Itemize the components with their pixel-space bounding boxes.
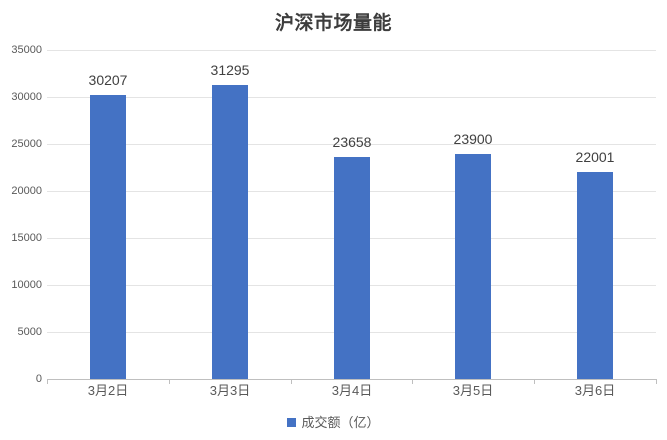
bar bbox=[334, 157, 370, 379]
axis-tick bbox=[412, 379, 413, 384]
y-axis-label: 35000 bbox=[11, 44, 42, 56]
x-axis-label: 3月3日 bbox=[209, 383, 251, 398]
bar-value-label: 22001 bbox=[575, 149, 615, 165]
x-axis-line bbox=[47, 379, 657, 380]
legend-label: 成交额（亿） bbox=[301, 415, 380, 430]
y-axis-label: 5000 bbox=[17, 326, 42, 338]
y-axis-label: 20000 bbox=[11, 185, 42, 197]
y-axis-label: 10000 bbox=[11, 279, 42, 291]
bar bbox=[90, 95, 126, 379]
y-axis-label: 0 bbox=[35, 373, 42, 385]
axis-tick bbox=[47, 379, 48, 384]
y-axis-label: 25000 bbox=[11, 138, 42, 150]
gridline bbox=[47, 144, 656, 145]
bar bbox=[455, 154, 491, 379]
axis-tick bbox=[656, 379, 657, 384]
bar-value-label: 31295 bbox=[210, 62, 250, 78]
axis-tick bbox=[291, 379, 292, 384]
axis-tick bbox=[534, 379, 535, 384]
bar-value-label: 30207 bbox=[88, 72, 128, 88]
x-axis-label: 3月2日 bbox=[87, 383, 129, 398]
y-axis-label: 30000 bbox=[11, 91, 42, 103]
bar-value-label: 23658 bbox=[332, 134, 372, 150]
legend: 成交额（亿） bbox=[0, 414, 667, 431]
y-axis-label: 15000 bbox=[11, 232, 42, 244]
x-axis-label: 3月6日 bbox=[574, 383, 616, 398]
axis-tick bbox=[169, 379, 170, 384]
plot-area bbox=[47, 50, 656, 379]
bar-value-label: 23900 bbox=[453, 131, 493, 147]
chart-title: 沪深市场量能 bbox=[274, 13, 392, 34]
bar bbox=[212, 85, 248, 379]
gridline bbox=[47, 97, 656, 98]
gridline bbox=[47, 50, 656, 51]
x-axis-label: 3月5日 bbox=[452, 383, 494, 398]
x-axis-label: 3月4日 bbox=[331, 383, 373, 398]
legend-swatch-icon bbox=[287, 418, 297, 427]
bar bbox=[577, 172, 613, 379]
